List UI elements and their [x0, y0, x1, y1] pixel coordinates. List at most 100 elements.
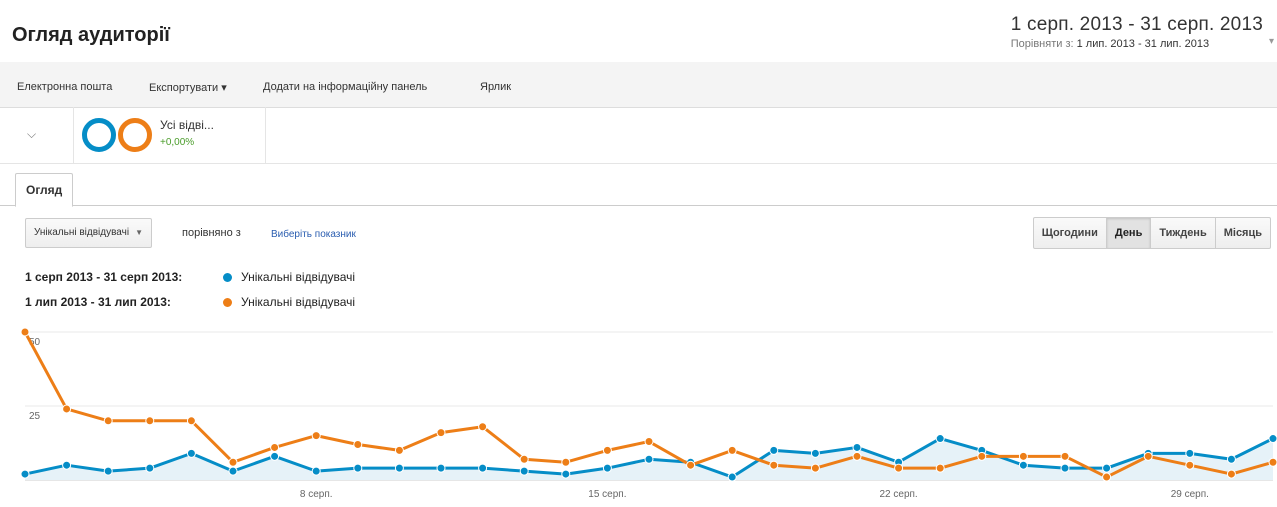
compared-with-label: порівняно з — [182, 227, 241, 239]
data-point — [810, 463, 820, 473]
data-point — [1143, 451, 1153, 461]
segment-change: +0,00% — [160, 137, 195, 148]
x-tick-label: 22 серп. — [879, 489, 917, 500]
data-point — [561, 457, 571, 467]
granularity-week-button[interactable]: Тиждень — [1150, 218, 1214, 248]
segment-card-all-visits[interactable]: Усі відві... +0,00% — [73, 107, 266, 163]
legend-dot-icon — [223, 298, 232, 307]
data-point — [852, 442, 862, 452]
data-point — [1226, 454, 1236, 464]
legend-range: 1 лип 2013 - 31 лип 2013: — [25, 295, 171, 309]
data-point — [186, 448, 196, 458]
granularity-day-button[interactable]: День — [1105, 218, 1151, 248]
email-button[interactable]: Електронна пошта — [17, 81, 113, 93]
granularity-toggle: Щогодини День Тиждень Місяць — [1032, 217, 1271, 249]
data-point — [686, 460, 696, 470]
x-tick-label: 8 серп. — [300, 489, 333, 500]
data-point — [228, 457, 238, 467]
export-button[interactable]: Експортувати ▾ — [149, 82, 227, 94]
data-point — [311, 431, 321, 441]
x-tick-label: 15 серп. — [588, 489, 626, 500]
report-tabs: Огляд — [0, 171, 1277, 207]
legend-dot-icon — [223, 273, 232, 282]
data-point — [145, 463, 155, 473]
data-point — [20, 469, 30, 479]
data-point — [186, 416, 196, 426]
data-point — [436, 463, 446, 473]
x-tick-label: 29 серп. — [1171, 489, 1209, 500]
data-point — [935, 463, 945, 473]
date-range-picker[interactable]: 1 серп. 2013 - 31 серп. 2013 Порівняти з… — [1010, 14, 1274, 50]
legend-series-name: Унікальні відвідувачі — [241, 270, 356, 284]
data-point — [935, 434, 945, 444]
y-tick-label: 25 — [29, 411, 41, 422]
data-point — [894, 463, 904, 473]
data-point — [353, 439, 363, 449]
data-point — [62, 404, 72, 414]
data-point — [103, 466, 113, 476]
data-point — [1018, 460, 1028, 470]
data-point — [103, 416, 113, 426]
data-point — [270, 451, 280, 461]
data-point — [1268, 457, 1277, 467]
legend-range: 1 серп 2013 - 31 серп 2013: — [25, 270, 183, 284]
data-point — [228, 466, 238, 476]
data-point — [62, 460, 72, 470]
add-to-dashboard-button[interactable]: Додати на інформаційну панель — [263, 81, 428, 93]
data-point — [519, 454, 529, 464]
date-range-label[interactable]: 1 серп. 2013 - 31 серп. 2013 — [1010, 14, 1263, 35]
data-point — [977, 451, 987, 461]
action-toolbar: Електронна пошта Експортувати ▾ Додати н… — [0, 62, 1277, 108]
data-point — [561, 469, 571, 479]
segment-ring-icon — [82, 118, 116, 152]
data-point — [478, 463, 488, 473]
data-point — [519, 466, 529, 476]
page-header: Огляд аудиторії 1 серп. 2013 - 31 серп. … — [0, 0, 1277, 63]
data-point — [436, 428, 446, 438]
chevron-down-icon[interactable]: ▾ — [1268, 36, 1274, 47]
data-point — [1226, 469, 1236, 479]
legend-series-name: Унікальні відвідувачі — [241, 295, 356, 309]
data-point — [478, 422, 488, 432]
data-point — [353, 463, 363, 473]
data-point — [20, 327, 30, 337]
chevron-down-icon: ▼ — [135, 228, 144, 237]
data-point — [727, 445, 737, 455]
page-title: Огляд аудиторії — [12, 24, 170, 46]
data-point — [394, 445, 404, 455]
data-point — [602, 463, 612, 473]
line-chart: 50 25 8 серп. 15 серп. 22 серп. 29 серп. — [20, 327, 1277, 500]
data-point — [1185, 448, 1195, 458]
compare-prefix: Порівняти з: — [1010, 38, 1074, 50]
chevron-down-icon[interactable]: ⌵ — [27, 127, 37, 141]
compare-range-value: 1 лип. 2013 - 31 лип. 2013 — [1076, 38, 1210, 50]
data-point — [1018, 451, 1028, 461]
data-point — [394, 463, 404, 473]
data-point — [1268, 434, 1277, 444]
data-point — [602, 445, 612, 455]
metric-select[interactable]: Унікальні відвідувачі ▼ — [25, 218, 153, 248]
segment-bar: ⌵ Усі відві... +0,00% — [0, 107, 1277, 164]
data-point — [644, 437, 654, 447]
data-point — [145, 416, 155, 426]
data-point — [1060, 463, 1070, 473]
data-point — [311, 466, 321, 476]
data-point — [727, 472, 737, 482]
tab-overview[interactable]: Огляд — [15, 173, 74, 207]
data-point — [1185, 460, 1195, 470]
data-point — [1102, 463, 1112, 473]
data-point — [1060, 451, 1070, 461]
metric-select-value: Унікальні відвідувачі — [34, 227, 130, 238]
data-point — [1102, 472, 1112, 482]
data-point — [769, 445, 779, 455]
granularity-hourly-button[interactable]: Щогодини — [1041, 227, 1098, 239]
data-point — [644, 454, 654, 464]
comparison-ring-icon — [118, 118, 152, 152]
data-point — [769, 460, 779, 470]
shortcut-button[interactable]: Ярлик — [480, 81, 512, 93]
data-point — [810, 448, 820, 458]
compare-range: Порівняти з: 1 лип. 2013 - 31 лип. 2013 — [1011, 38, 1263, 50]
granularity-month-button[interactable]: Місяць — [1214, 218, 1270, 248]
pick-metric-link[interactable]: Виберіть показник — [271, 229, 356, 240]
data-point — [852, 451, 862, 461]
